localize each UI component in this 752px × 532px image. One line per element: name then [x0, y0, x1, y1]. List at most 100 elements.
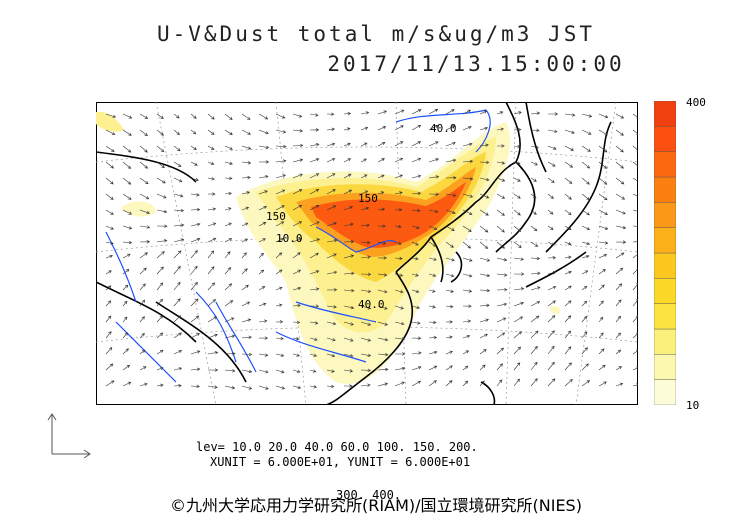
wind-arrow — [377, 141, 386, 147]
wind-arrow — [479, 193, 490, 199]
wind-arrow — [122, 177, 132, 185]
wind-arrow — [258, 319, 268, 323]
wind-arrow — [394, 191, 403, 195]
wind-arrow — [275, 336, 284, 341]
wind-arrow — [411, 257, 419, 261]
wind-arrow — [309, 158, 320, 163]
dust-shading — [96, 111, 561, 384]
wind-arrow — [139, 209, 150, 215]
wind-arrow — [479, 333, 488, 339]
wind-arrow — [190, 265, 198, 275]
wind-arrow — [326, 337, 336, 342]
wind-arrow — [513, 127, 522, 132]
wind-arrow — [173, 145, 181, 152]
wind-arrow — [394, 241, 402, 245]
wind-arrow — [445, 125, 456, 131]
wind-arrow — [581, 209, 590, 216]
wind-arrow — [156, 224, 168, 228]
wind-arrow — [105, 225, 114, 230]
wind-arrow — [615, 145, 624, 153]
wind-arrow — [190, 350, 201, 355]
colorbar-swatch — [653, 278, 677, 304]
wind-arrow — [360, 321, 372, 326]
wind-arrow — [394, 352, 406, 356]
wind-arrow — [462, 273, 473, 278]
wind-arrow — [428, 335, 438, 340]
wind-arrow — [309, 287, 320, 291]
wind-arrow — [411, 225, 420, 230]
wind-arrow — [105, 347, 113, 355]
wind-arrow — [173, 208, 185, 213]
wind-arrow — [615, 209, 626, 215]
wind-arrow — [615, 129, 624, 136]
wind-arrow — [462, 289, 473, 293]
wind-arrow — [530, 161, 538, 166]
wind-arrow — [309, 321, 319, 325]
wind-arrow — [156, 315, 163, 323]
wind-arrow — [207, 351, 219, 355]
wind-arrow — [564, 315, 572, 323]
wind-arrow — [564, 346, 572, 355]
colorbar-swatch — [653, 303, 677, 330]
wind-arrow — [513, 331, 523, 339]
wind-arrow — [547, 129, 558, 133]
wind-arrow — [615, 193, 626, 200]
wind-arrow — [343, 142, 351, 147]
wind-arrow — [156, 161, 165, 168]
wind-arrow — [479, 348, 487, 355]
colorbar-swatch — [653, 379, 677, 406]
wind-arrow — [241, 113, 251, 120]
wind-arrow — [428, 241, 437, 247]
wind-arrow — [241, 191, 251, 195]
wind-arrow — [377, 224, 386, 228]
wind-arrow — [479, 364, 486, 371]
wind-arrow — [513, 316, 524, 323]
wind-arrow — [190, 145, 197, 151]
wind-arrow — [105, 113, 117, 118]
wind-arrow — [224, 267, 232, 275]
wind-arrow — [445, 350, 453, 355]
wind-arrow — [190, 222, 201, 227]
wind-arrow — [598, 129, 608, 136]
wind-arrow — [241, 335, 252, 339]
wind-arrow — [224, 300, 234, 307]
wind-arrow — [275, 129, 287, 134]
wind-arrow — [105, 161, 114, 169]
wind-arrow — [581, 241, 591, 246]
wind-arrow — [343, 369, 354, 373]
colorbar-swatch — [653, 202, 677, 228]
vector-scale-icon — [47, 413, 91, 458]
wind-arrow — [462, 380, 469, 387]
wind-arrow — [496, 241, 506, 249]
wind-arrow — [445, 257, 455, 262]
wind-arrow — [190, 161, 198, 166]
wind-arrow — [411, 321, 421, 325]
wind-arrow — [292, 189, 303, 195]
wind-arrow — [105, 363, 114, 371]
wind-arrow — [428, 175, 440, 179]
wind-arrow — [224, 369, 236, 373]
wind-arrow — [309, 188, 320, 195]
wind-arrow — [513, 346, 521, 355]
wind-arrow — [615, 240, 627, 244]
wind-arrow — [394, 141, 404, 147]
wind-arrow — [207, 282, 216, 291]
wind-arrow — [343, 353, 354, 358]
wind-arrow — [428, 225, 438, 230]
wind-arrow — [360, 255, 371, 259]
contour-label: 40.0 — [358, 298, 385, 311]
wind-arrow — [258, 190, 268, 195]
wind-arrow — [258, 238, 266, 243]
wind-arrow — [224, 222, 232, 227]
colorbar-swatch — [653, 252, 677, 279]
wind-arrow — [343, 384, 353, 388]
colorbar-swatch — [653, 354, 677, 380]
wind-arrow — [479, 288, 491, 293]
wind-arrow — [564, 285, 572, 291]
wind-arrow — [241, 252, 247, 259]
wind-arrow — [581, 285, 588, 291]
wind-arrow — [173, 350, 183, 355]
wind-arrow — [207, 207, 217, 211]
wind-arrow — [513, 241, 522, 248]
wind-arrow — [479, 257, 491, 262]
